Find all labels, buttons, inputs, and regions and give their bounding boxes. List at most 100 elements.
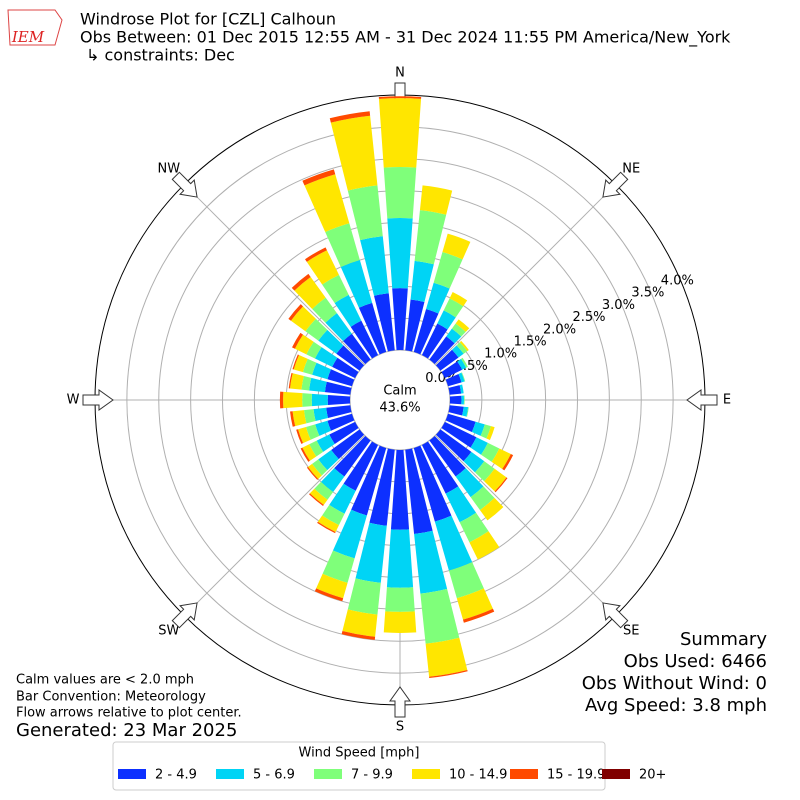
bar-segment (448, 385, 462, 395)
bar-segment (461, 357, 468, 368)
legend-swatch (602, 769, 630, 779)
bar-segment (343, 333, 371, 365)
note: Flow arrows relative to plot center. (16, 706, 242, 721)
bar-segment (317, 515, 339, 533)
legend-swatch (412, 769, 440, 779)
legend-label: 10 - 14.9 (449, 768, 507, 783)
bar-segment (300, 447, 310, 462)
bar-segment (449, 395, 462, 405)
note: Calm values are < 2.0 mph (16, 673, 194, 688)
bar-segment (318, 329, 344, 354)
bar-segment (378, 98, 422, 168)
legend-label: 20+ (639, 768, 666, 783)
bar-segment (330, 115, 378, 191)
bar-segment (451, 323, 466, 337)
bar-segment (290, 373, 304, 390)
legend-swatch (118, 769, 146, 779)
bar-segment (305, 424, 320, 440)
bar-segment (456, 342, 468, 354)
bar-segment (314, 481, 334, 500)
bar-segment (405, 299, 425, 352)
bar-segment (314, 588, 344, 602)
bar-segment (413, 309, 439, 355)
legend-swatch (510, 769, 538, 779)
bar-segment (329, 111, 371, 123)
bar-segment (334, 435, 371, 477)
bar-segment (448, 562, 484, 599)
bar-segment (341, 630, 376, 640)
legend-label: 2 - 4.9 (155, 768, 197, 783)
bar-segment (441, 361, 463, 379)
bar-segment (350, 320, 379, 359)
flow-arrow (602, 171, 629, 198)
bar-segment (303, 409, 316, 424)
bar-segment (445, 373, 462, 387)
bar-segment (332, 357, 359, 379)
calm-label: Calm (383, 384, 416, 399)
bar-segment (329, 421, 359, 445)
bar-segment (390, 449, 410, 530)
bar-segment (290, 306, 316, 332)
bar-segment (414, 210, 447, 265)
bar-segment (446, 328, 462, 344)
bar-segment (290, 411, 296, 427)
bar-segment (313, 407, 328, 422)
legend-label: 5 - 6.9 (253, 768, 295, 783)
flow-arrow-shape (602, 171, 629, 198)
bar-segment (316, 434, 335, 452)
bar-segment (320, 468, 345, 493)
logo-text: IEM (11, 28, 45, 46)
bar-segment (441, 421, 477, 448)
bar-segment (322, 550, 355, 583)
bar-segment (306, 466, 319, 480)
grid-spoke (435, 183, 617, 365)
direction-label: W (67, 393, 80, 408)
legend: 2 - 4.9 5 - 6.9 7 - 9.9 10 - 14.9 15 - 19.9 2… (118, 768, 666, 783)
r-tick-label: 2.5% (572, 310, 605, 325)
flow-arrow (171, 602, 198, 629)
bar-segment (469, 531, 500, 560)
bar-segment (317, 521, 336, 534)
grid-spoke (435, 435, 617, 617)
summary: Summary (680, 629, 767, 650)
bar-segment (292, 354, 299, 370)
bar-segment (481, 442, 500, 462)
bar-segment (383, 167, 417, 219)
flow-arrow-shape (171, 602, 198, 629)
bar-segment (347, 578, 381, 615)
chart-subtitle: Obs Between: 01 Dec 2015 12:55 AM - 31 D… (80, 28, 731, 48)
flow-arrow (686, 389, 718, 411)
bar-segment (470, 437, 488, 455)
direction-label: SW (158, 624, 179, 639)
bar-segment (298, 426, 311, 444)
bar-segment (302, 358, 317, 375)
summary: Obs Without Wind: 0 (582, 673, 767, 694)
bar-segment (288, 372, 293, 389)
flow-arrow (389, 686, 411, 718)
bar-segment (471, 421, 485, 436)
bar-segment (459, 384, 464, 394)
bar-segment (312, 459, 328, 476)
bar-segment (386, 529, 414, 588)
bar-segment (419, 185, 453, 215)
bar-segment (502, 454, 514, 471)
bar-segment (455, 468, 484, 498)
bar-segment (421, 441, 459, 494)
bar-segment (325, 313, 352, 342)
r-tick-label: 1.5% (514, 334, 547, 349)
bar-segment (315, 420, 332, 436)
bar-segment (324, 381, 352, 395)
direction-label: E (723, 393, 731, 408)
bar-segment (470, 486, 495, 511)
bar-segment (322, 504, 345, 526)
bar-segment (291, 273, 311, 291)
bar-segment (429, 435, 466, 477)
bar-segment (292, 410, 307, 427)
bar-segment (435, 349, 459, 371)
bar-segment (312, 297, 337, 323)
logo: IEM (7, 9, 63, 46)
bar-segment (449, 292, 468, 307)
bar-segment (387, 218, 413, 289)
bar-segment (340, 260, 373, 308)
bar-segment (296, 429, 304, 444)
